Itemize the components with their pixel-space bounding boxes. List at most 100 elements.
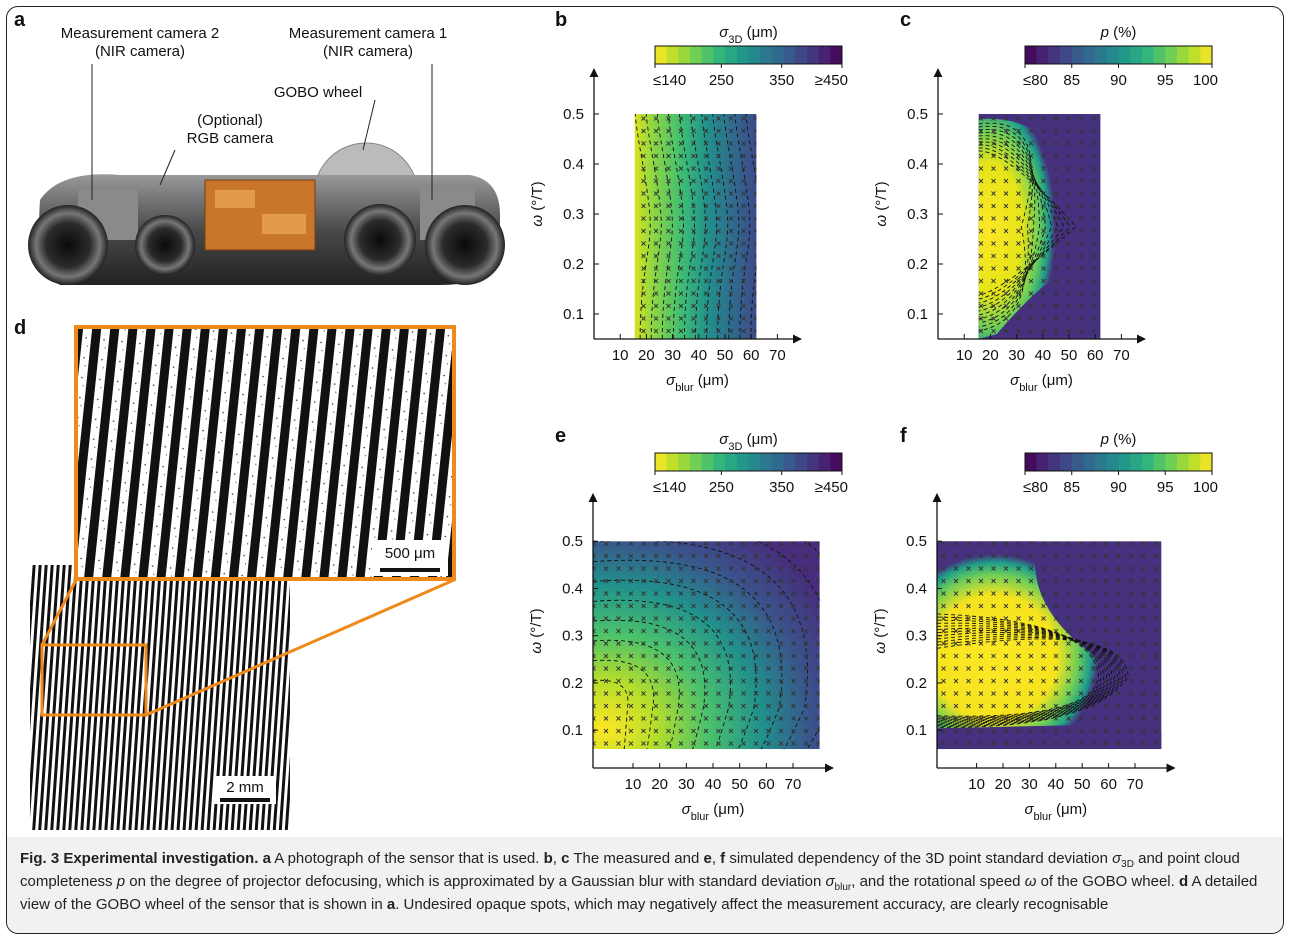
- colorbar-segment: [783, 453, 796, 471]
- axis-unit: (%): [1109, 431, 1137, 448]
- y-tick-label: 0.5: [563, 106, 584, 123]
- colorbar-segment: [690, 46, 703, 64]
- colorbar-segment: [1048, 46, 1061, 64]
- panel-letter: e: [555, 425, 566, 447]
- x-tick-label: 40: [690, 347, 707, 364]
- axis-unit: (μm): [1038, 372, 1073, 389]
- colorbar-segment: [1048, 453, 1061, 471]
- axis-symbol: ω: [872, 642, 889, 654]
- colorbar-tick-label: 90: [1110, 72, 1127, 89]
- y-tick-label: 0.1: [906, 722, 927, 739]
- colorbar-segment: [760, 453, 773, 471]
- axis-unit: (μm): [694, 372, 729, 389]
- colorbar-segment: [725, 453, 738, 471]
- axis-label: σ3D (μm): [719, 24, 777, 46]
- x-tick-label: 20: [982, 347, 999, 364]
- colorbar-segment: [655, 46, 668, 64]
- colorbar-segment: [666, 453, 679, 471]
- axis-symbol: σ: [682, 801, 692, 818]
- panel-letter: c: [900, 9, 911, 31]
- caption-ref: a: [262, 850, 271, 867]
- axis-label: p (%): [1100, 24, 1137, 41]
- x-tick-label: 30: [678, 776, 695, 793]
- caption-text: . Undesired opaque spots, which may nega…: [395, 896, 1109, 913]
- photo-label: GOBO wheel: [274, 84, 362, 101]
- colorbar-segment: [1188, 46, 1201, 64]
- figure-frame: Fig. 3 Experimental investigation. a A p…: [6, 6, 1284, 934]
- colorbar-segment: [1095, 46, 1108, 64]
- heat-field: [634, 114, 757, 339]
- axis-label: ω (°/T): [873, 181, 890, 226]
- axis-label: σblur (μm): [1010, 372, 1073, 394]
- x-tick-label: 40: [705, 776, 722, 793]
- caption-ref: b: [543, 850, 553, 867]
- axis-unit: (°/T): [529, 181, 546, 215]
- y-tick-label: 0.5: [907, 106, 928, 123]
- panel-letter: d: [14, 317, 26, 339]
- caption-ref: d: [1178, 873, 1189, 890]
- y-tick-label: 0.1: [562, 722, 583, 739]
- axis-unit: (%): [1109, 24, 1137, 41]
- axis-subscript: 3D: [728, 34, 742, 46]
- colorbar-segment: [1083, 453, 1096, 471]
- colorbar-segment: [748, 453, 761, 471]
- colorbar-frame: [654, 45, 843, 65]
- x-tick-label: 50: [731, 776, 748, 793]
- x-tick-label: 40: [1034, 347, 1051, 364]
- x-tick-label: 70: [1127, 776, 1144, 793]
- y-tick-label: 0.3: [563, 206, 584, 223]
- colorbar-segment: [701, 453, 714, 471]
- caption-ref: a: [386, 896, 396, 913]
- y-tick-label: 0.1: [907, 306, 928, 323]
- colorbar-tick-label: ≤140: [653, 72, 686, 89]
- colorbar-segment: [748, 46, 761, 64]
- colorbar-segment: [1118, 46, 1131, 64]
- colorbar-segment: [1200, 46, 1213, 64]
- colorbar-segment: [1060, 46, 1073, 64]
- colorbar-tick-label: 100: [1193, 479, 1218, 496]
- colorbar-segment: [736, 453, 749, 471]
- y-tick-label: 0.4: [906, 580, 927, 597]
- caption-text: A detailed view of the GOBO wheel of the…: [20, 873, 1258, 913]
- colorbar-segment: [1036, 453, 1049, 471]
- x-tick-label: 20: [995, 776, 1012, 793]
- y-tick-label: 0.2: [562, 675, 583, 692]
- axis-symbol: ω: [529, 215, 546, 227]
- colorbar-segment: [1141, 453, 1155, 471]
- colorbar-tick-label: 350: [769, 479, 794, 496]
- x-tick-label: 10: [625, 776, 642, 793]
- caption-symbol: σ: [825, 873, 835, 890]
- caption-text: ,: [552, 850, 557, 867]
- colorbar-frame: [654, 452, 843, 472]
- x-tick-label: 50: [1074, 776, 1091, 793]
- photo-label: Measurement camera 1: [289, 25, 447, 42]
- sensor-photo: [28, 64, 505, 285]
- colorbar-segment: [690, 453, 703, 471]
- colorbar-segment: [1025, 46, 1038, 64]
- colorbar-segment: [713, 46, 726, 64]
- y-tick-label: 0.3: [907, 206, 928, 223]
- colorbar-tick-label: ≤140: [653, 479, 686, 496]
- colorbar-segment: [760, 46, 773, 64]
- colorbar-segment: [666, 46, 679, 64]
- colorbar-segment: [818, 453, 831, 471]
- y-tick-label: 0.2: [563, 256, 584, 273]
- caption-text: simulated dependency of the 3D point sta…: [729, 850, 1108, 867]
- axis-label: ω (°/T): [528, 608, 545, 653]
- colorbar-segment: [771, 46, 785, 64]
- y-tick-label: 0.3: [906, 628, 927, 645]
- colorbar-segment: [736, 46, 749, 64]
- heat-field: [937, 541, 1162, 750]
- y-tick-label: 0.3: [562, 628, 583, 645]
- scale-bar-label: 2 mm: [226, 779, 264, 796]
- x-tick-label: 30: [1021, 776, 1038, 793]
- sample-points: [593, 541, 820, 750]
- panel-letter: b: [555, 9, 567, 31]
- axis-symbol: p: [1100, 24, 1109, 41]
- x-tick-label: 50: [717, 347, 734, 364]
- colorbar-segment: [1106, 46, 1119, 64]
- colorbar-tick-label: 350: [769, 72, 794, 89]
- colorbar-segment: [806, 46, 820, 64]
